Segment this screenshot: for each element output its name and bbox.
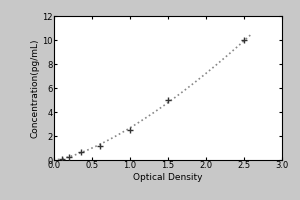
X-axis label: Optical Density: Optical Density [133, 173, 203, 182]
Y-axis label: Concentration(pg/mL): Concentration(pg/mL) [30, 38, 39, 138]
